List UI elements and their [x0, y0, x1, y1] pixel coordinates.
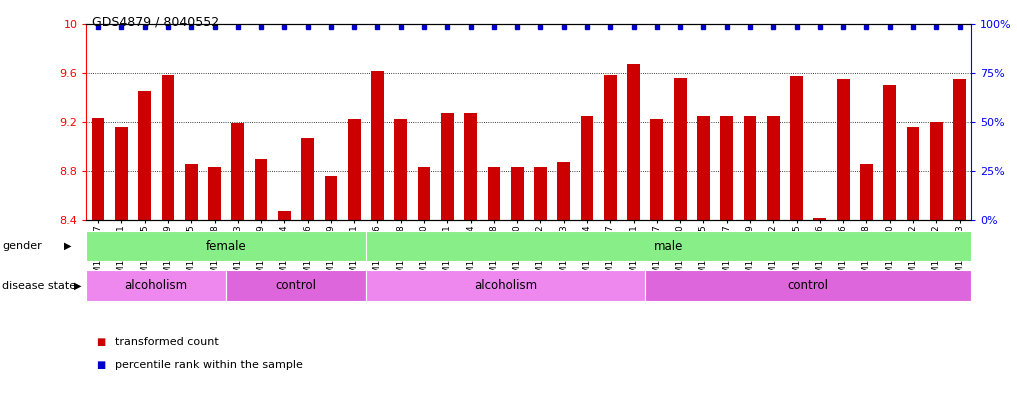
Bar [86, 231, 366, 261]
Bar [232, 123, 244, 220]
Text: control: control [276, 279, 316, 292]
Bar [418, 167, 430, 220]
Bar [162, 75, 174, 220]
Bar [278, 211, 291, 220]
Bar [581, 116, 594, 220]
Text: female: female [205, 240, 246, 253]
Text: gender: gender [2, 241, 42, 251]
Bar [884, 85, 896, 220]
Bar [441, 113, 454, 220]
Bar [226, 270, 366, 301]
Bar [557, 162, 571, 220]
Text: alcoholism: alcoholism [125, 279, 188, 292]
Bar [674, 78, 686, 220]
Bar [324, 176, 338, 220]
Bar [860, 163, 873, 220]
Text: male: male [654, 240, 683, 253]
Bar [366, 231, 971, 261]
Bar [790, 76, 803, 220]
Bar [651, 119, 663, 220]
Bar [487, 167, 500, 220]
Text: control: control [788, 279, 829, 292]
Bar [814, 218, 826, 220]
Text: alcoholism: alcoholism [474, 279, 537, 292]
Bar [627, 64, 640, 220]
Text: disease state: disease state [2, 281, 76, 290]
Bar [837, 79, 849, 220]
Bar [86, 270, 226, 301]
Text: percentile rank within the sample: percentile rank within the sample [115, 360, 303, 371]
Bar [348, 119, 361, 220]
Bar [138, 91, 152, 220]
Bar [906, 127, 919, 220]
Bar [697, 116, 710, 220]
Bar [371, 72, 383, 220]
Bar [930, 122, 943, 220]
Text: ■: ■ [97, 337, 106, 347]
Text: GDS4879 / 8040552: GDS4879 / 8040552 [92, 16, 219, 29]
Bar [645, 270, 971, 301]
Bar [301, 138, 314, 220]
Bar [395, 119, 407, 220]
Bar [464, 113, 477, 220]
Text: ▶: ▶ [74, 281, 81, 290]
Bar [208, 167, 221, 220]
Bar [534, 167, 547, 220]
Bar [366, 270, 645, 301]
Text: transformed count: transformed count [115, 337, 219, 347]
Text: ▶: ▶ [64, 241, 71, 251]
Bar [743, 116, 757, 220]
Bar [185, 163, 197, 220]
Bar [953, 79, 966, 220]
Text: ■: ■ [97, 360, 106, 371]
Bar [767, 116, 780, 220]
Bar [115, 127, 128, 220]
Bar [720, 116, 733, 220]
Bar [511, 167, 524, 220]
Bar [92, 118, 105, 220]
Bar [254, 159, 267, 220]
Bar [604, 75, 616, 220]
